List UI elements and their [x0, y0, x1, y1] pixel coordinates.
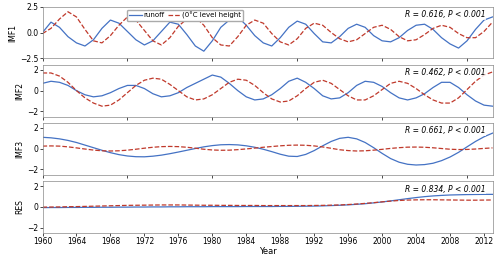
- (0°C level height: [320, 79, 326, 82]
- Line: (0°C level height: (0°C level height: [42, 12, 492, 46]
- (0°C level height: [218, 87, 224, 90]
- runoff: [210, 205, 216, 208]
- (0°C level height: [108, 149, 114, 153]
- Y-axis label: IMF3: IMF3: [16, 140, 24, 158]
- Legend: runoff, (0°C level height: runoff, (0°C level height: [127, 9, 243, 21]
- runoff: [320, 40, 326, 43]
- runoff: [490, 132, 496, 135]
- runoff: [354, 84, 360, 87]
- (0°C level height: [40, 206, 46, 209]
- runoff: [320, 94, 326, 97]
- Text: R = 0.834, P < 0.001: R = 0.834, P < 0.001: [405, 185, 486, 194]
- runoff: [116, 22, 122, 25]
- (0°C level height: [294, 144, 300, 147]
- runoff: [218, 75, 224, 79]
- runoff: [311, 149, 317, 152]
- runoff: [116, 87, 122, 90]
- (0°C level height: [286, 204, 292, 207]
- runoff: [116, 206, 122, 209]
- (0°C level height: [328, 147, 334, 150]
- (0°C level height: [124, 15, 130, 18]
- (0°C level height: [328, 31, 334, 34]
- (0°C level height: [65, 10, 71, 13]
- (0°C level height: [490, 198, 496, 201]
- runoff: [235, 15, 241, 18]
- (0°C level height: [226, 44, 232, 48]
- (0°C level height: [490, 21, 496, 24]
- Line: (0°C level height: (0°C level height: [42, 72, 492, 106]
- (0°C level height: [311, 81, 317, 84]
- (0°C level height: [294, 94, 300, 97]
- runoff: [490, 105, 496, 108]
- (0°C level height: [490, 146, 496, 149]
- Line: runoff: runoff: [42, 75, 492, 106]
- runoff: [218, 26, 224, 29]
- (0°C level height: [40, 145, 46, 148]
- runoff: [286, 205, 292, 208]
- (0°C level height: [99, 105, 105, 108]
- (0°C level height: [124, 91, 130, 94]
- Line: runoff: runoff: [42, 17, 492, 51]
- runoff: [481, 193, 487, 196]
- (0°C level height: [302, 204, 308, 207]
- runoff: [345, 203, 351, 206]
- runoff: [40, 136, 46, 139]
- (0°C level height: [218, 43, 224, 47]
- (0°C level height: [302, 27, 308, 30]
- (0°C level height: [345, 203, 351, 206]
- Line: (0°C level height: (0°C level height: [42, 145, 492, 151]
- (0°C level height: [320, 24, 326, 27]
- runoff: [40, 206, 46, 209]
- runoff: [345, 136, 351, 139]
- (0°C level height: [40, 71, 46, 74]
- (0°C level height: [218, 149, 224, 152]
- Text: R = 0.661, P < 0.001: R = 0.661, P < 0.001: [405, 127, 486, 135]
- Text: R = 0.462, P < 0.001: R = 0.462, P < 0.001: [405, 68, 486, 77]
- runoff: [286, 155, 292, 158]
- runoff: [311, 205, 317, 208]
- runoff: [328, 41, 334, 44]
- runoff: [294, 77, 300, 80]
- runoff: [362, 26, 368, 29]
- runoff: [302, 205, 308, 208]
- (0°C level height: [422, 198, 428, 201]
- runoff: [302, 23, 308, 26]
- Line: runoff: runoff: [42, 133, 492, 165]
- runoff: [490, 193, 496, 196]
- (0°C level height: [490, 70, 496, 74]
- Y-axis label: RES: RES: [16, 199, 24, 214]
- Y-axis label: IMF2: IMF2: [16, 82, 24, 100]
- runoff: [302, 153, 308, 156]
- Y-axis label: IMF1: IMF1: [8, 23, 17, 42]
- (0°C level height: [124, 149, 130, 152]
- runoff: [311, 87, 317, 90]
- (0°C level height: [362, 149, 368, 152]
- runoff: [201, 50, 207, 53]
- X-axis label: Year: Year: [258, 247, 276, 256]
- (0°C level height: [320, 145, 326, 149]
- runoff: [40, 31, 46, 34]
- (0°C level height: [362, 32, 368, 35]
- runoff: [413, 163, 419, 166]
- runoff: [210, 144, 216, 147]
- runoff: [490, 15, 496, 18]
- runoff: [210, 73, 216, 77]
- (0°C level height: [116, 204, 122, 207]
- (0°C level height: [302, 144, 308, 147]
- runoff: [116, 153, 122, 156]
- runoff: [40, 82, 46, 85]
- Line: (0°C level height: (0°C level height: [42, 200, 492, 207]
- Text: R = 0.616, P < 0.001: R = 0.616, P < 0.001: [405, 10, 486, 19]
- (0°C level height: [311, 204, 317, 207]
- (0°C level height: [354, 98, 360, 102]
- (0°C level height: [40, 32, 46, 35]
- Line: runoff: runoff: [42, 194, 492, 208]
- (0°C level height: [210, 204, 216, 207]
